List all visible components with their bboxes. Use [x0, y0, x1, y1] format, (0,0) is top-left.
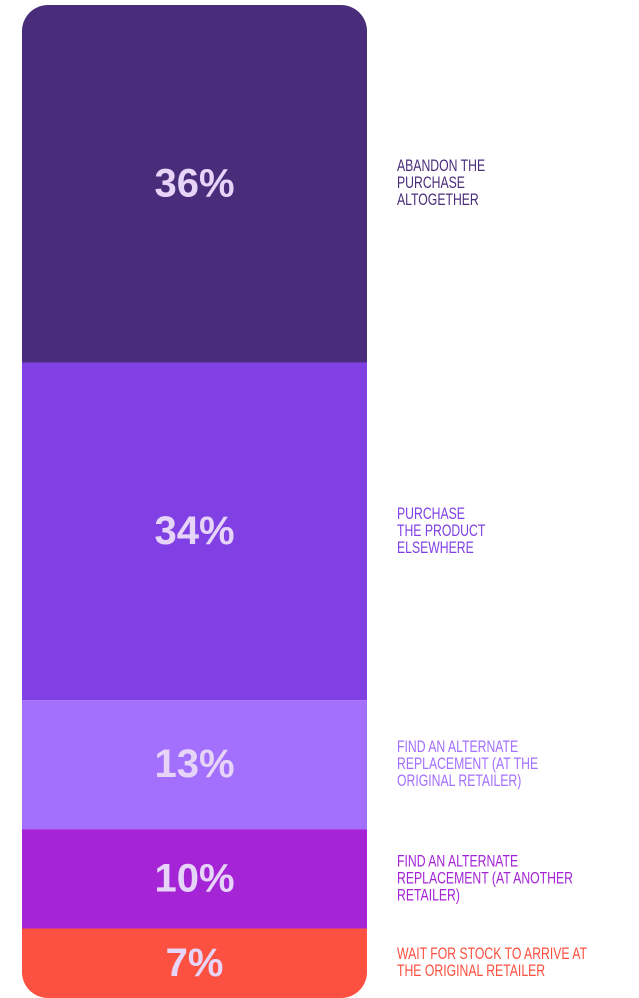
category-label-line: THE ORIGINAL RETAILER [397, 962, 545, 980]
category-label-line: PURCHASE [397, 174, 465, 192]
bar-segment [22, 700, 367, 830]
category-label-line: WAIT FOR STOCK TO ARRIVE AT [397, 945, 587, 963]
category-label-line: ELSEWHERE [397, 539, 474, 557]
data-label: 34% [154, 509, 234, 553]
category-label-line: FIND AN ALTERNATE [397, 853, 518, 871]
data-label: 13% [154, 742, 234, 786]
bar-segment [22, 5, 367, 363]
bar-segment [22, 928, 367, 998]
data-label: 7% [166, 941, 224, 985]
category-label-line: RETAILER) [397, 887, 460, 905]
category-label-line: REPLACEMENT (AT THE [397, 755, 538, 773]
stacked-bar [22, 5, 367, 998]
data-label: 36% [154, 161, 234, 205]
category-label-line: ALTOGETHER [397, 191, 479, 209]
data-label: 10% [154, 856, 234, 900]
bar-segment [22, 362, 367, 701]
category-label-line: THE PRODUCT [397, 522, 485, 540]
category-label-line: REPLACEMENT (AT ANOTHER [397, 870, 573, 888]
category-label-line: PURCHASE [397, 505, 465, 523]
category-label-line: ORIGINAL RETAILER) [397, 772, 521, 790]
category-label-line: FIND AN ALTERNATE [397, 738, 518, 756]
category-label-line: ABANDON THE [397, 157, 485, 175]
bar-segment [22, 829, 367, 929]
